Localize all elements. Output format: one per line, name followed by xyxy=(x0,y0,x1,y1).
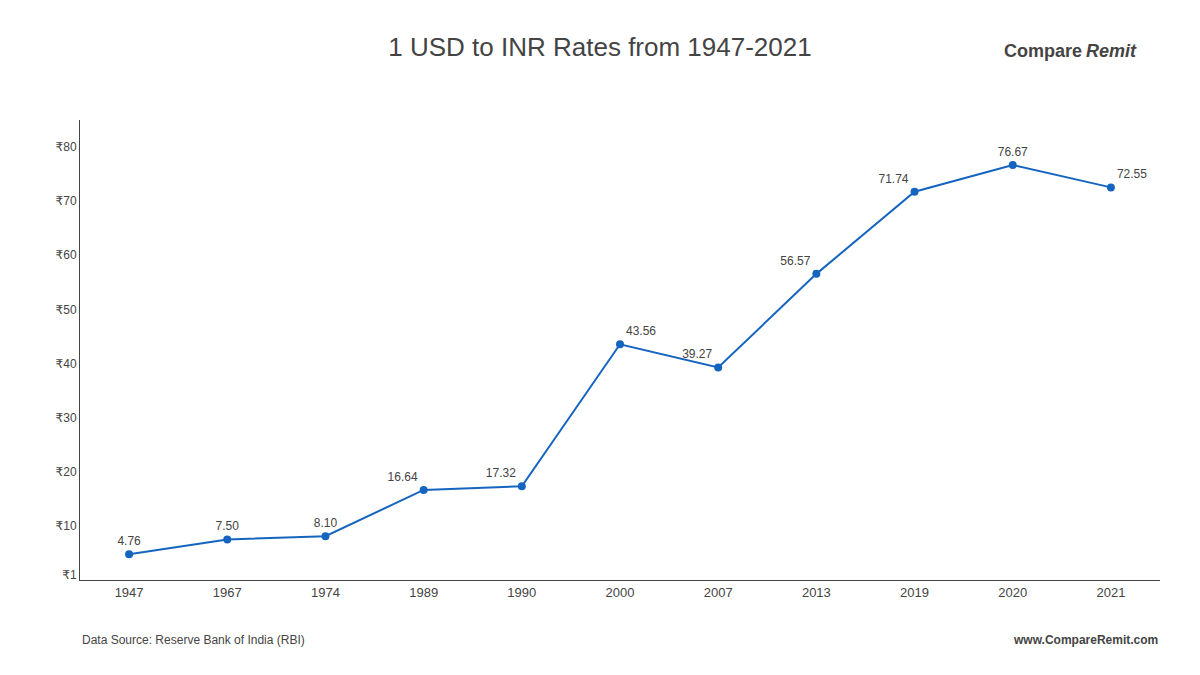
svg-text:₹30: ₹30 xyxy=(56,411,77,425)
svg-text:1947: 1947 xyxy=(115,585,144,600)
svg-text:2019: 2019 xyxy=(900,585,929,600)
svg-text:1990: 1990 xyxy=(507,585,536,600)
svg-text:1989: 1989 xyxy=(409,585,438,600)
svg-text:₹50: ₹50 xyxy=(56,303,77,317)
svg-text:2020: 2020 xyxy=(998,585,1027,600)
svg-text:₹1: ₹1 xyxy=(62,568,77,582)
svg-text:1974: 1974 xyxy=(311,585,340,600)
svg-text:76.67: 76.67 xyxy=(998,145,1028,159)
svg-text:43.56: 43.56 xyxy=(626,324,656,338)
svg-text:Compare: Compare xyxy=(1004,41,1082,61)
svg-text:71.74: 71.74 xyxy=(879,172,909,186)
svg-text:2000: 2000 xyxy=(606,585,635,600)
svg-text:₹70: ₹70 xyxy=(56,194,77,208)
svg-text:7.50: 7.50 xyxy=(216,519,240,533)
svg-text:2007: 2007 xyxy=(704,585,733,600)
svg-text:16.64: 16.64 xyxy=(388,470,418,484)
svg-text:72.55: 72.55 xyxy=(1117,167,1147,181)
svg-text:₹80: ₹80 xyxy=(56,140,77,154)
svg-text:2021: 2021 xyxy=(1096,585,1125,600)
svg-text:39.27: 39.27 xyxy=(682,347,712,361)
svg-text:1 USD to INR Rates from 1947-2: 1 USD to INR Rates from 1947-2021 xyxy=(388,32,811,62)
svg-text:Data Source: Reserve Bank of I: Data Source: Reserve Bank of India (RBI) xyxy=(82,633,305,647)
svg-text:4.76: 4.76 xyxy=(117,534,141,548)
svg-text:www.CompareRemit.com: www.CompareRemit.com xyxy=(1013,633,1158,647)
svg-text:Remit: Remit xyxy=(1086,41,1137,61)
svg-text:1967: 1967 xyxy=(213,585,242,600)
svg-text:8.10: 8.10 xyxy=(314,516,338,530)
svg-text:₹20: ₹20 xyxy=(56,465,77,479)
svg-text:17.32: 17.32 xyxy=(486,466,516,480)
svg-text:₹40: ₹40 xyxy=(56,357,77,371)
svg-text:₹60: ₹60 xyxy=(56,248,77,262)
svg-text:2013: 2013 xyxy=(802,585,831,600)
svg-text:₹10: ₹10 xyxy=(56,519,77,533)
svg-text:56.57: 56.57 xyxy=(780,254,810,268)
